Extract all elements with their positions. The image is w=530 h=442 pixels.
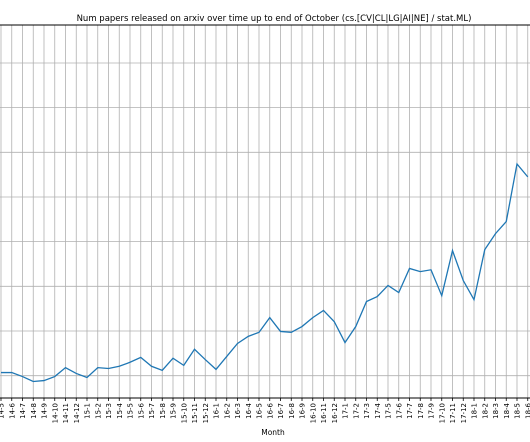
x-tick-label: 15-9 — [170, 403, 178, 419]
x-tick-label: 17-9 — [428, 403, 436, 419]
x-tick-label: 17-8 — [417, 403, 425, 419]
x-axis-label: Month — [261, 428, 285, 437]
x-tick-label: 14-10 — [51, 403, 59, 423]
x-tick-label: 15-5 — [127, 403, 135, 419]
x-tick-label: 16-12 — [331, 403, 339, 423]
x-tick-label: 16-5 — [256, 403, 264, 419]
x-tick-label: 16-3 — [234, 403, 242, 419]
x-tick-label: 17-1 — [342, 403, 350, 419]
x-tick-label: 17-10 — [438, 403, 446, 423]
x-tick-label: 18-3 — [492, 403, 500, 419]
x-tick-label: 16-7 — [277, 403, 285, 419]
x-tick-label: 16-1 — [213, 403, 221, 419]
x-tick-label: 16-2 — [223, 403, 231, 419]
x-tick-label: 17-6 — [395, 402, 403, 418]
x-tick-label: 18-5 — [514, 403, 522, 419]
x-tick-label: 15-12 — [202, 403, 210, 423]
data-line — [1, 162, 529, 383]
x-tick-label: 14-7 — [19, 403, 27, 419]
x-tick-label: 15-3 — [105, 403, 113, 419]
x-tick-label: 17-2 — [352, 403, 360, 419]
x-tick-label: 17-4 — [374, 402, 382, 418]
x-tick-label: 18-4 — [503, 402, 511, 418]
x-tick-label: 15-1 — [84, 403, 92, 419]
x-tick-label: 15-11 — [191, 403, 199, 423]
x-tick-label: 18-6 — [524, 402, 530, 418]
x-tick-label: 17-3 — [363, 403, 371, 419]
chart-title: Num papers released on arxiv over time u… — [77, 14, 472, 24]
x-tick-label: 15-7 — [148, 403, 156, 419]
x-tick-label: 14-11 — [62, 403, 70, 423]
x-tick-label: 14-9 — [41, 403, 49, 419]
x-tick-label: 16-10 — [309, 403, 317, 423]
x-tick-label: 15-6 — [137, 402, 145, 418]
x-tick-label: 14-6 — [8, 402, 16, 418]
x-tick-label: 17-11 — [449, 403, 457, 423]
x-tick-label: 14-12 — [73, 403, 81, 423]
x-tick-label: 16-4 — [245, 402, 253, 418]
x-tick-label: 18-2 — [481, 403, 489, 419]
x-tick-label: 15-4 — [116, 402, 124, 418]
x-tick-label: 17-7 — [406, 403, 414, 419]
x-tick-label: 15-2 — [94, 403, 102, 419]
x-tick-label: 14-5 — [0, 403, 6, 419]
x-tick-label: 17-5 — [385, 403, 393, 419]
x-tick-label: 16-9 — [299, 403, 307, 419]
x-tick-label: 14-8 — [30, 403, 38, 419]
x-tick-label: 18-1 — [471, 403, 479, 419]
x-tick-label: 16-11 — [320, 403, 328, 423]
x-tick-label: 15-8 — [159, 403, 167, 419]
x-tick-label: 16-8 — [288, 403, 296, 419]
x-tick-label: 16-6 — [266, 402, 274, 418]
x-tick-label: 15-10 — [180, 403, 188, 423]
x-tick-label: 17-12 — [460, 403, 468, 423]
